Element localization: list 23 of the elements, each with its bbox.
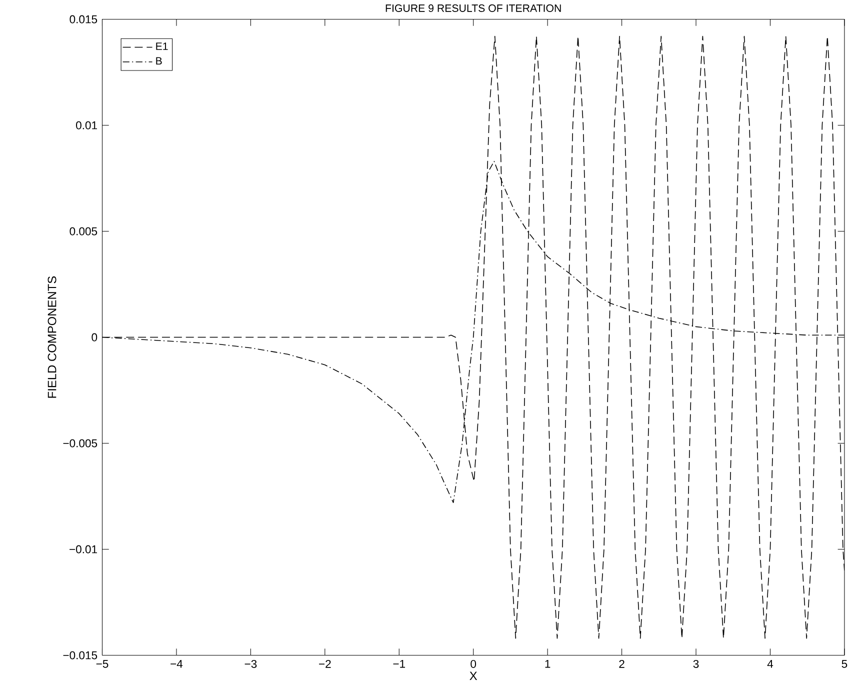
y-tick-label: 0.015 xyxy=(70,15,98,24)
x-tick-label: −2 xyxy=(319,660,331,668)
x-axis-title: X xyxy=(470,672,478,680)
x-tick-label: −4 xyxy=(170,660,183,668)
y-tick-label: 0 xyxy=(92,333,98,342)
y-tick-label: 0.005 xyxy=(70,227,98,236)
y-tick-label: −0.01 xyxy=(70,545,97,554)
x-tick-label: 4 xyxy=(767,660,774,668)
chart-title: FIGURE 9 RESULTS OF ITERATION xyxy=(386,4,561,12)
legend-label: E1 xyxy=(156,42,168,50)
x-tick-label: −1 xyxy=(393,660,406,668)
x-tick-label: −3 xyxy=(244,660,257,668)
x-tick-label: 3 xyxy=(693,660,699,668)
x-tick-label: −5 xyxy=(96,660,108,668)
x-tick-label: 0 xyxy=(470,660,476,668)
y-axis-title: FIELD COMPONENTS xyxy=(48,276,56,398)
y-tick-label: −0.005 xyxy=(63,439,98,448)
x-tick-label: 2 xyxy=(619,660,624,668)
legend-label: B xyxy=(156,57,162,64)
y-tick-label: −0.015 xyxy=(63,651,98,660)
x-tick-label: 5 xyxy=(842,660,848,668)
x-tick-label: 1 xyxy=(545,660,550,668)
y-tick-label: 0.01 xyxy=(76,121,97,130)
